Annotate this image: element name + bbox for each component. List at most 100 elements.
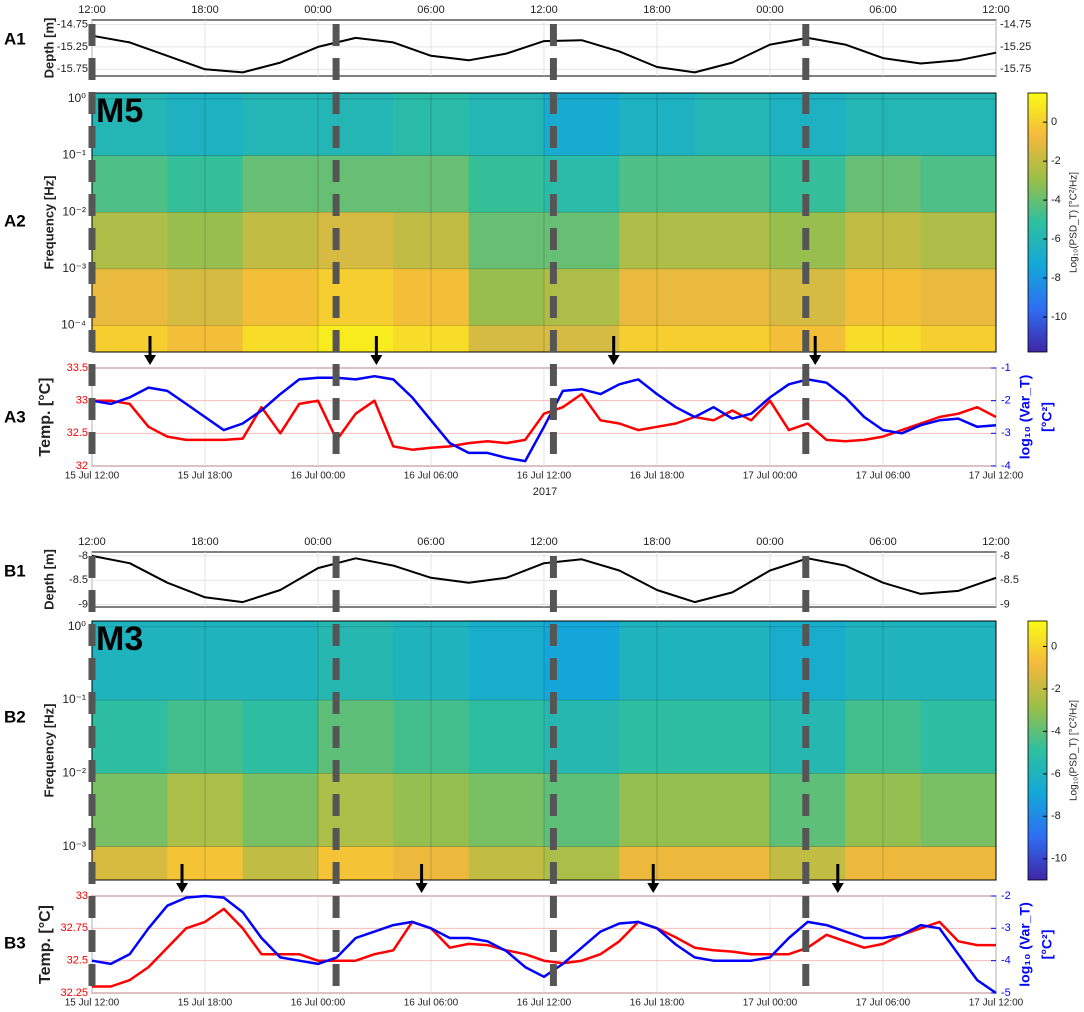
y-tick-label: 10⁻⁴ — [61, 318, 86, 332]
y-tick-label: 10⁻³ — [62, 261, 86, 275]
heatmap-cell — [920, 155, 997, 213]
heatmap-cell — [619, 621, 696, 701]
y-axis-label: Temp. [°C] — [37, 905, 54, 984]
y2-tick-label: -2 — [1001, 890, 1011, 902]
x-tick-label: 16 Jul 00:00 — [291, 998, 346, 1009]
heatmap-cell — [92, 155, 168, 213]
y2-tick-label: -4 — [1001, 460, 1011, 472]
plot-frame — [91, 620, 997, 881]
heatmap-cell — [92, 773, 168, 848]
colorbar-tick-label: -8 — [1051, 272, 1061, 284]
plot-frame — [91, 92, 997, 353]
x-tick-label: 17 Jul 12:00 — [969, 998, 1024, 1009]
heatmap-cell — [393, 700, 470, 774]
heatmap-cell — [468, 268, 545, 326]
data-line — [91, 554, 997, 604]
heatmap-cell — [920, 846, 997, 881]
y-tick-label-right: -15.25 — [1000, 41, 1031, 53]
colorbar-tick-label: -6 — [1051, 768, 1061, 780]
x-tick-label: 12:00 — [530, 4, 558, 16]
heatmap-cell — [694, 93, 771, 157]
y-axis-label: Depth [m] — [41, 18, 56, 79]
heatmap-cell — [393, 268, 470, 326]
x-tick-label: 12:00 — [530, 536, 558, 548]
heatmap-cell — [242, 621, 319, 701]
x-tick-label: 18:00 — [643, 4, 671, 16]
heatmap-cell — [167, 700, 244, 774]
colorbar-tick-label: 0 — [1051, 116, 1057, 128]
arrow-head — [176, 883, 189, 893]
x-tick-label: 12:00 — [982, 4, 1010, 16]
y-tick-label-right: -8.5 — [1000, 574, 1019, 586]
x-tick-label: 16 Jul 12:00 — [517, 471, 572, 482]
colorbar-label: Log₁₀(PSD_T) [°C²/Hz] — [1069, 700, 1080, 801]
heatmap-cell — [694, 268, 771, 326]
heatmap-cell — [318, 773, 394, 848]
heatmap-cell — [167, 155, 244, 213]
heatmap-cell — [619, 773, 696, 848]
x-tick-label: 12:00 — [78, 4, 106, 16]
heatmap-cell — [694, 773, 771, 848]
heatmap-cell — [845, 325, 922, 353]
x-tick-label: 15 Jul 12:00 — [65, 998, 120, 1009]
y-tick-label: -9 — [78, 598, 88, 610]
heatmap-cell — [845, 93, 922, 157]
heatmap-cell — [619, 268, 696, 326]
heatmap-cell — [318, 212, 394, 270]
x-tick-label: 00:00 — [304, 536, 332, 548]
heatmap-cell — [92, 621, 168, 701]
data-line — [91, 894, 997, 995]
heatmap-cell — [167, 93, 244, 157]
y2-tick-label: -5 — [1001, 987, 1011, 999]
heatmap-cell — [619, 93, 696, 157]
heatmap-cell — [318, 325, 394, 353]
y-axis-label: Depth [m] — [41, 549, 56, 610]
y2-axis-label: [°C²] — [1039, 402, 1055, 432]
arrow-head — [607, 355, 620, 365]
data-line — [92, 907, 996, 988]
y-tick-label: 32 — [76, 460, 88, 472]
x-tick-label: 18:00 — [191, 4, 219, 16]
heatmap-cell — [920, 773, 997, 848]
y-tick-label: -8 — [78, 550, 88, 562]
x-tick-label: 17 Jul 12:00 — [969, 471, 1024, 482]
heatmap-cell — [167, 621, 244, 701]
y-tick-label-right: -14.75 — [1000, 18, 1031, 30]
heatmap-cell — [242, 155, 319, 213]
x-tick-label: 17 Jul 00:00 — [743, 998, 798, 1009]
heatmap-cell — [468, 621, 545, 701]
colorbar-tick-label: 0 — [1051, 640, 1057, 652]
heatmap-cell — [845, 155, 922, 213]
x-tick-label: 06:00 — [869, 536, 897, 548]
heatmap-cell — [318, 155, 394, 213]
colorbar — [1027, 92, 1048, 353]
colorbar-tick-label: -2 — [1051, 683, 1061, 695]
heatmap-cell — [242, 846, 319, 881]
heatmap-cell — [242, 93, 319, 157]
y-tick-label: 32.75 — [60, 922, 88, 934]
heatmap-cell — [167, 212, 244, 270]
heatmap-cell — [318, 268, 394, 326]
arrow-head — [415, 883, 428, 893]
heatmap-cell — [619, 700, 696, 774]
y-tick-label-right: -8 — [1000, 550, 1010, 562]
heatmap-cell — [920, 268, 997, 326]
arrow-head — [370, 355, 383, 365]
station-label: M3 — [96, 620, 143, 658]
x-tick-label: 16 Jul 18:00 — [630, 998, 685, 1009]
arrow-head — [144, 355, 157, 365]
y2-tick-label: -1 — [1001, 362, 1011, 374]
heatmap-cell — [468, 155, 545, 213]
y-tick-label-right: -9 — [1000, 598, 1010, 610]
y-tick-label: 32.5 — [67, 427, 88, 439]
x-tick-label: 06:00 — [417, 4, 445, 16]
heatmap-cell — [694, 621, 771, 701]
heatmap-cell — [920, 325, 997, 353]
y-tick-label: 10⁻² — [62, 766, 86, 780]
heatmap-cell — [845, 212, 922, 270]
heatmap-cell — [694, 212, 771, 270]
x-tick-label: 16 Jul 00:00 — [291, 471, 346, 482]
y-tick-label: -15.25 — [57, 41, 88, 53]
x-tick-label: 16 Jul 06:00 — [404, 998, 459, 1009]
heatmap-cell — [468, 325, 545, 353]
